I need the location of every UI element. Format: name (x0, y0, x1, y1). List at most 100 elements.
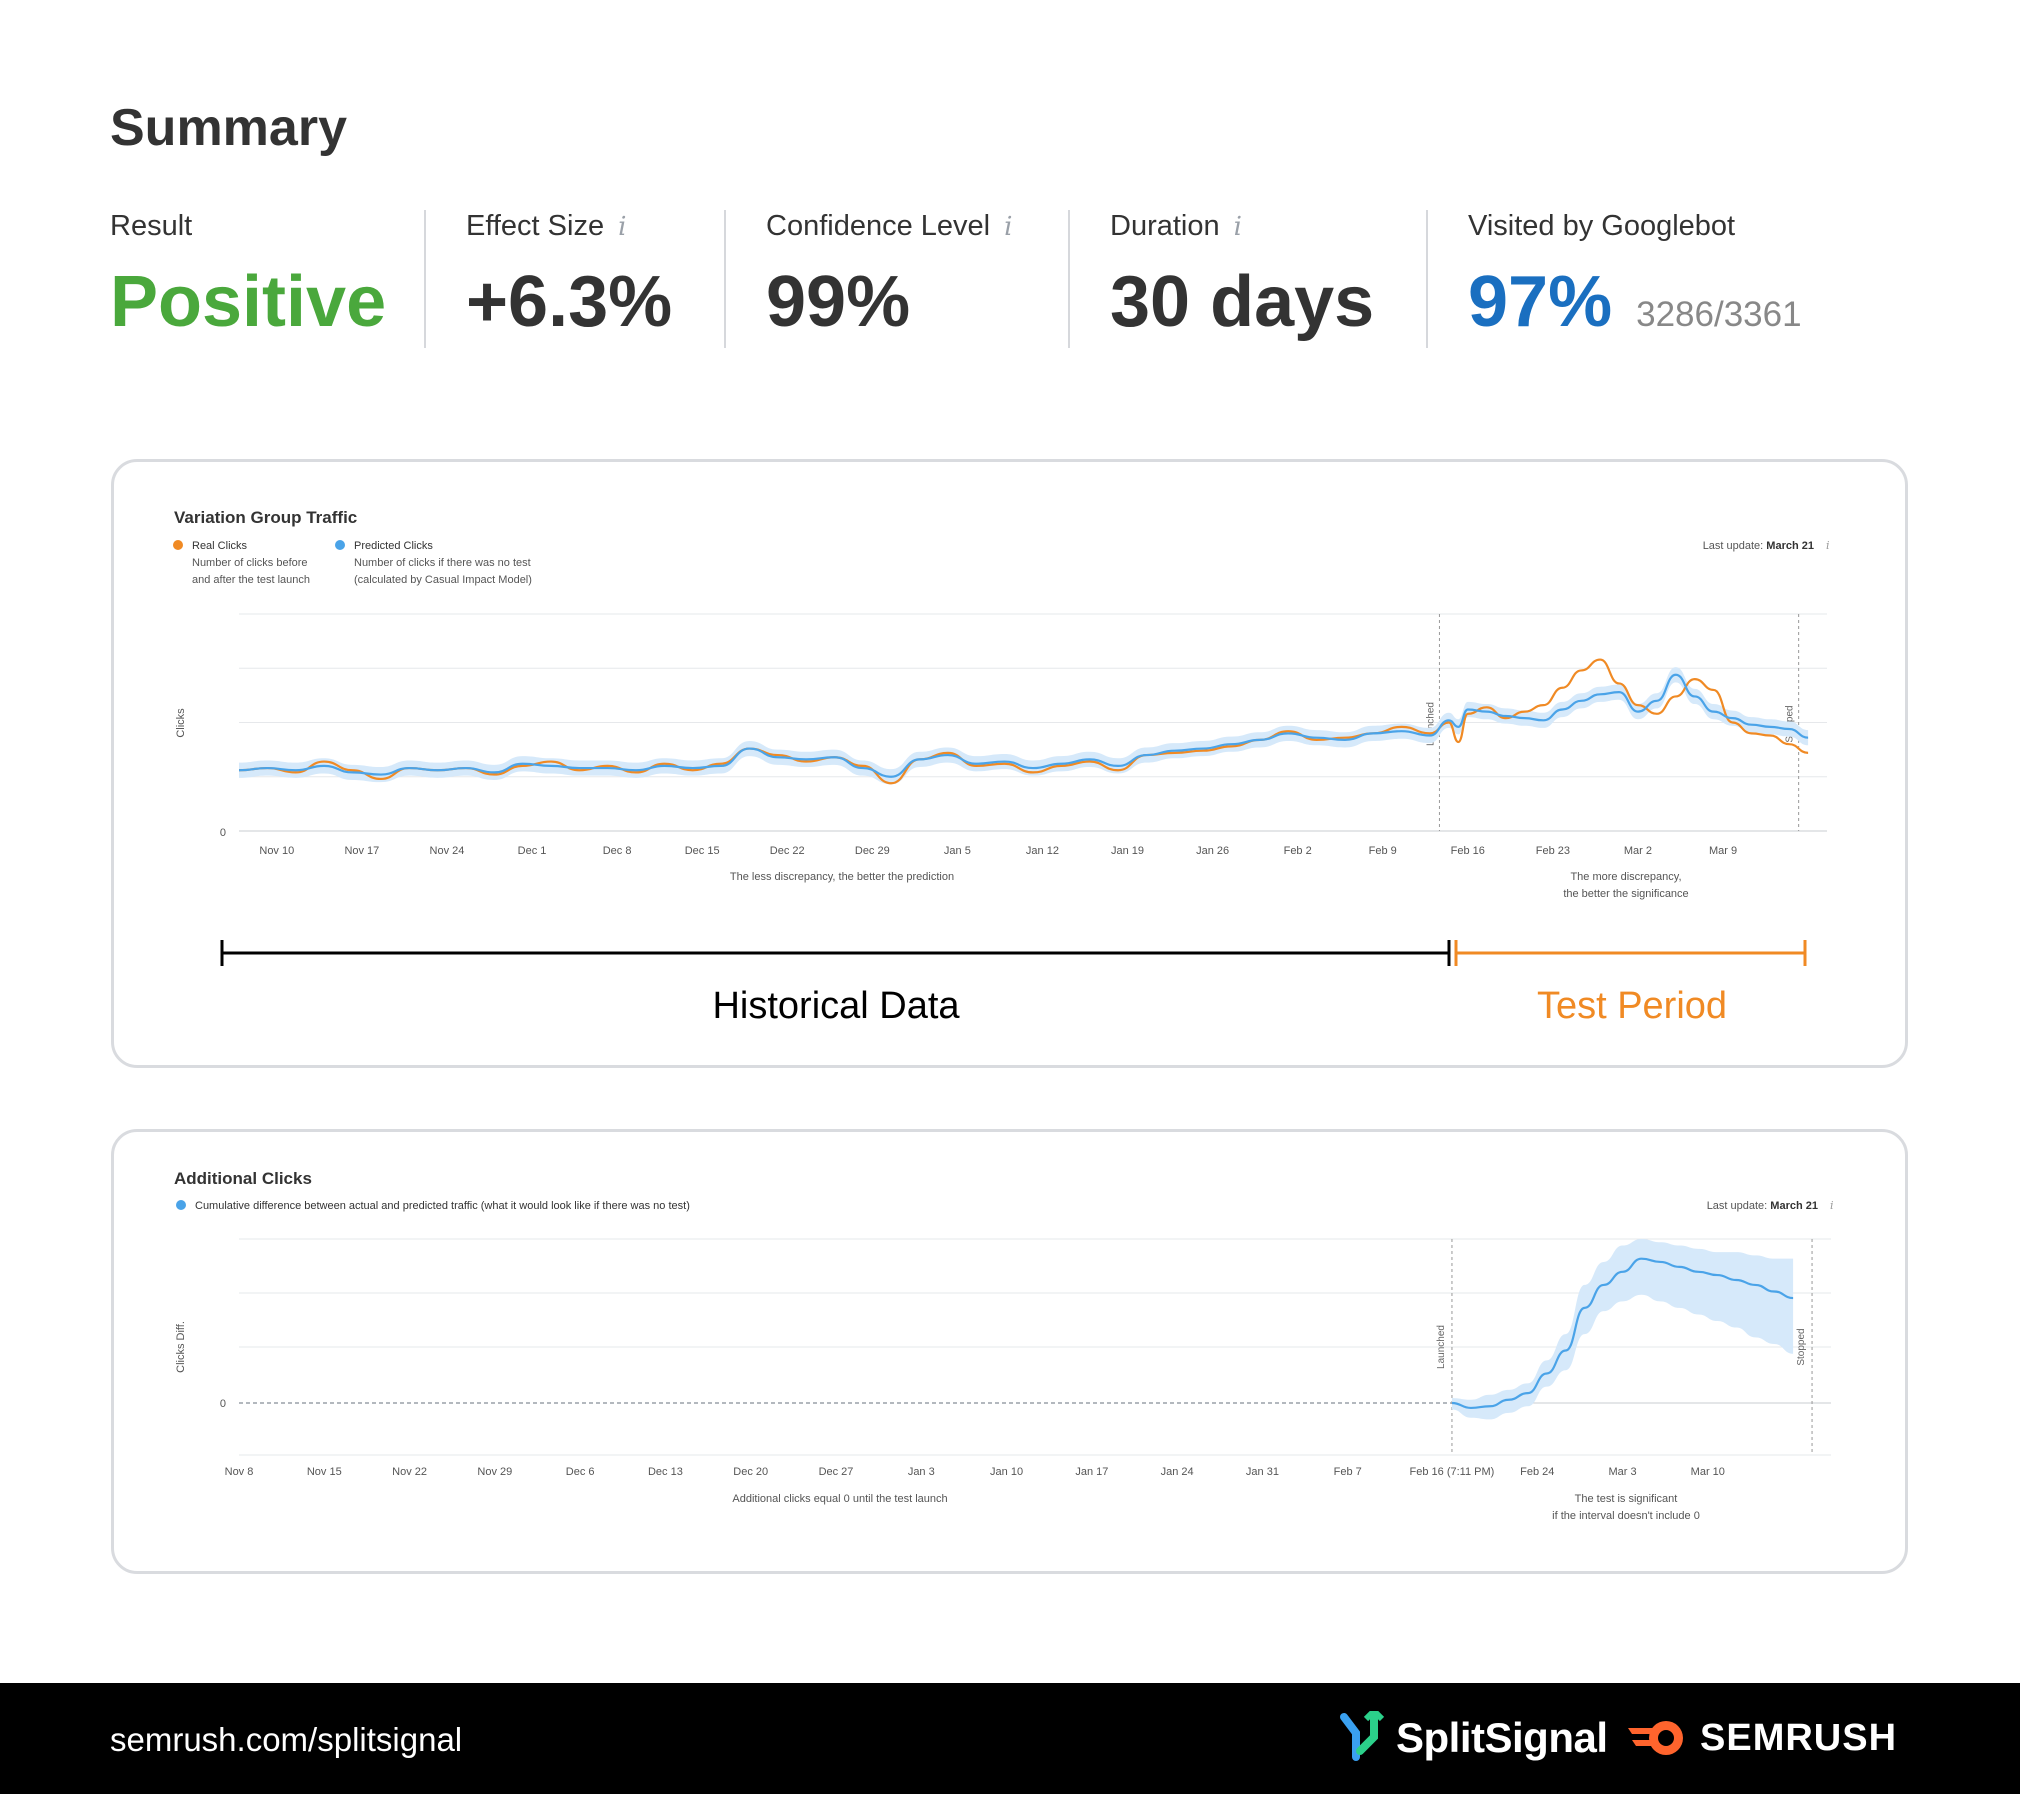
x-tick-label: Dec 20 (733, 1466, 768, 1478)
historical-note: The less discrepancy, the better the pre… (730, 871, 954, 883)
info-icon[interactable]: i (1233, 212, 1242, 242)
test-note: if the interval doesn't include 0 (1552, 1510, 1700, 1522)
x-tick-label: Dec 13 (648, 1466, 683, 1478)
last-update: Last update: March 21 (1707, 1200, 1818, 1212)
stat-label: Confidence Level i (766, 210, 1013, 242)
chart-title: Variation Group Traffic (174, 508, 357, 527)
x-tick-label: Dec 29 (855, 845, 890, 857)
x-tick-label: Dec 6 (566, 1466, 595, 1478)
stat-label: Result (110, 210, 193, 242)
legend-text: Cumulative difference between actual and… (195, 1200, 690, 1212)
additional-clicks-panel: Additional Clicks Cumulative difference b… (111, 1129, 1908, 1574)
x-tick-label: Jan 17 (1075, 1466, 1108, 1478)
x-tick-label: Feb 16 (7:11 PM) (1410, 1466, 1495, 1478)
last-update: Last update: March 21 (1703, 540, 1814, 552)
x-tick-label: Nov 10 (259, 845, 294, 857)
stat-sub-value: 3286/3361 (1636, 295, 1802, 334)
info-icon[interactable]: i (1004, 212, 1013, 242)
footer: semrush.com/splitsignal SplitSignal SEMR… (0, 1683, 2020, 1794)
x-tick-label: Jan 10 (990, 1466, 1023, 1478)
splitsignal-brand: SplitSignal (1396, 1714, 1608, 1761)
stat-googlebot: Visited by Googlebot 97% 3286/3361 (1468, 210, 1802, 350)
x-tick-label: Mar 9 (1709, 845, 1737, 857)
y-tick-label: 0 (220, 1398, 226, 1410)
info-icon[interactable]: i (618, 212, 627, 242)
stat-confidence-level: Confidence Level i 99% (766, 210, 1012, 350)
test-note: The test is significant (1575, 1493, 1678, 1505)
x-tick-label: Nov 15 (307, 1466, 342, 1478)
x-tick-label: Nov 29 (477, 1466, 512, 1478)
legend-marker (173, 540, 183, 550)
x-tick-label: Dec 8 (603, 845, 632, 857)
x-tick-label: Mar 3 (1608, 1466, 1636, 1478)
x-tick-label: Dec 15 (685, 845, 720, 857)
x-tick-label: Feb 7 (1334, 1466, 1362, 1478)
variation-traffic-chart: Variation Group Traffic Real Clicks Number… (173, 508, 1830, 966)
x-tick-label: Jan 24 (1161, 1466, 1194, 1478)
stat-value: Positive (110, 262, 387, 342)
x-tick-label: Jan 19 (1111, 845, 1144, 857)
chart-title: Additional Clicks (174, 1169, 312, 1188)
x-tick-label: Feb 2 (1284, 845, 1312, 857)
legend-marker (176, 1200, 186, 1210)
divider (724, 210, 726, 348)
legend-name: Real Clicks (192, 540, 248, 552)
legend-desc: Number of clicks if there was no test (354, 557, 531, 569)
stat-effect-size: Effect Size i +6.3% (466, 210, 672, 350)
historical-data-label: Historical Data (712, 985, 960, 1027)
stat-label: Visited by Googlebot (1468, 210, 1736, 242)
stat-label: Effect Size i (466, 210, 627, 242)
x-tick-label: Nov 24 (430, 845, 465, 857)
x-tick-label: Jan 31 (1246, 1466, 1279, 1478)
semrush-brand: SEMRUSH (1700, 1716, 1898, 1759)
splitsignal-logo: SplitSignal (1338, 1703, 1608, 1773)
semrush-icon (1628, 1721, 1683, 1755)
x-tick-label: Dec 27 (819, 1466, 854, 1478)
x-tick-label: Nov 22 (392, 1466, 427, 1478)
x-tick-label: Mar 2 (1624, 845, 1652, 857)
legend-marker (335, 540, 345, 550)
stopped-label: Stopped (1796, 1328, 1807, 1365)
test-note: the better the significance (1563, 888, 1688, 900)
x-tick-label: Jan 26 (1196, 845, 1229, 857)
y-axis-label: Clicks (175, 708, 187, 738)
stat-duration: Duration i 30 days (1110, 210, 1374, 350)
x-tick-label: Dec 22 (770, 845, 805, 857)
x-tick-label: Dec 1 (518, 845, 547, 857)
x-tick-label: Nov 8 (225, 1466, 254, 1478)
stat-value: 30 days (1110, 262, 1375, 342)
legend-desc: Number of clicks before (192, 557, 308, 569)
historical-note: Additional clicks equal 0 until the test… (732, 1493, 947, 1505)
variation-traffic-panel: Variation Group Traffic Real Clicks Number… (111, 459, 1908, 1068)
divider (1426, 210, 1428, 348)
x-tick-label: Feb 23 (1536, 845, 1570, 857)
summary-stats: Result Positive Effect Size i +6.3% Confi… (110, 210, 1910, 350)
summary-title: Summary (110, 99, 347, 157)
y-tick-label: 0 (220, 827, 226, 839)
additional-clicks-line (1451, 1257, 1794, 1410)
additional-clicks-chart: Additional Clicks Cumulative difference b… (174, 1169, 1834, 1522)
x-tick-label: Jan 3 (908, 1466, 935, 1478)
x-tick-label: Feb 24 (1520, 1466, 1554, 1478)
confidence-band (1451, 1239, 1794, 1420)
divider (1068, 210, 1070, 348)
x-tick-label: Jan 12 (1026, 845, 1059, 857)
predicted-clicks-line (238, 673, 1809, 778)
info-icon: i (1826, 539, 1830, 552)
legend-desc: (calculated by Casual Impact Model) (354, 574, 532, 586)
x-tick-label: Feb 9 (1369, 845, 1397, 857)
divider (424, 210, 426, 348)
y-axis-label: Clicks Diff. (175, 1321, 187, 1373)
x-tick-label: Nov 17 (344, 845, 379, 857)
legend-desc: and after the test launch (192, 574, 310, 586)
stat-label: Duration i (1110, 210, 1242, 242)
x-tick-label: Mar 10 (1691, 1466, 1725, 1478)
stat-value: +6.3% (466, 262, 673, 342)
footer-url-link[interactable]: semrush.com/splitsignal (110, 1721, 463, 1758)
stat-value: 97% 3286/3361 (1468, 262, 1802, 342)
legend-name: Predicted Clicks (354, 540, 433, 552)
test-period-label: Test Period (1536, 985, 1728, 1027)
launched-label: Launched (1436, 1325, 1447, 1369)
semrush-logo: SEMRUSH (1628, 1703, 1897, 1773)
stat-value: 99% (766, 262, 911, 342)
